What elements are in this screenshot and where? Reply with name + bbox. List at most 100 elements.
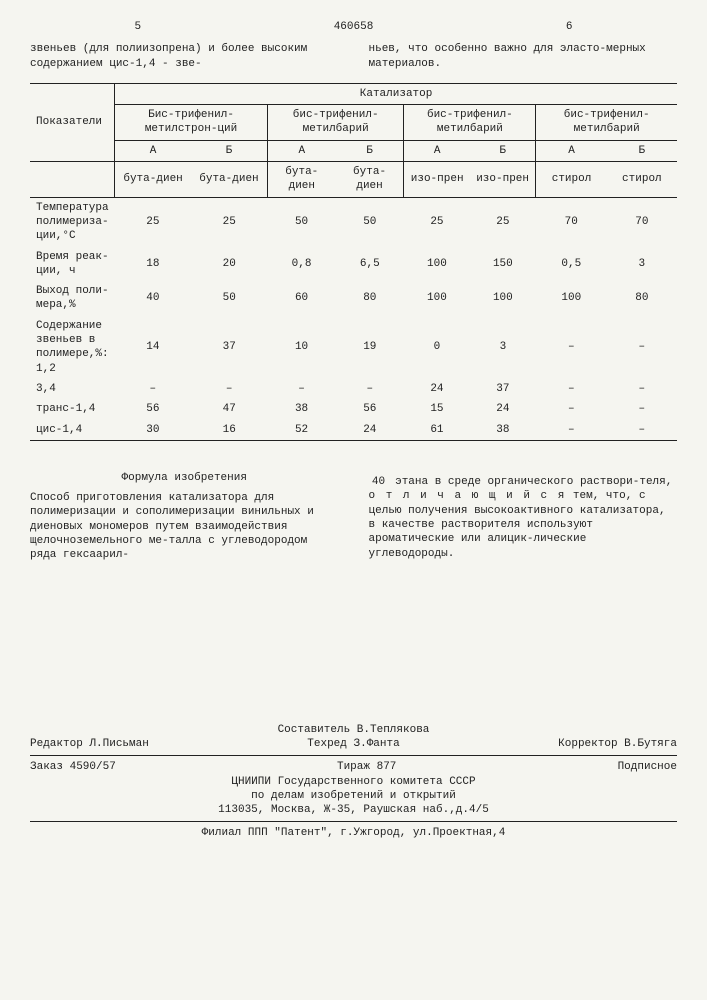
- row-label: Выход поли- мера,%: [30, 281, 115, 316]
- intro-left: звеньев (для полиизопрена) и более высок…: [30, 42, 339, 71]
- data-cell: 3: [607, 247, 677, 282]
- formula-left-col: Формула изобретения Способ приготовления…: [30, 461, 339, 563]
- data-cell: 18: [115, 247, 191, 282]
- data-cell: 25: [470, 197, 536, 246]
- sub-header: Б: [336, 140, 404, 161]
- data-cell: 70: [607, 197, 677, 246]
- data-cell: 10: [267, 316, 335, 379]
- data-cell: 100: [404, 281, 470, 316]
- data-cell: 40: [115, 281, 191, 316]
- line-number-40: 40: [369, 475, 389, 489]
- table-row: Выход поли- мера,%4050608010010010080: [30, 281, 677, 316]
- data-cell: 56: [336, 399, 404, 419]
- formula-left-text: Способ приготовления катализатора для по…: [30, 492, 314, 561]
- monomer-cell: изо-прен: [404, 162, 470, 198]
- data-cell: –: [607, 399, 677, 419]
- data-cell: 0: [404, 316, 470, 379]
- data-cell: 100: [536, 281, 607, 316]
- sub-header: А: [267, 140, 335, 161]
- catalyst-group-0: Бис-трифенил-метилстрон-ций: [115, 105, 268, 141]
- monomer-cell: стирол: [536, 162, 607, 198]
- data-cell: 150: [470, 247, 536, 282]
- filial: Филиал ППП "Патент", г.Ужгород, ул.Проек…: [30, 826, 677, 840]
- sub-header: А: [115, 140, 191, 161]
- catalyst-group-2: бис-трифенил-метилбарий: [404, 105, 536, 141]
- sub-header: А: [536, 140, 607, 161]
- footer: Составитель В.Теплякова Редактор Л.Письм…: [30, 723, 677, 841]
- data-cell: 37: [191, 316, 267, 379]
- sub-header: Б: [191, 140, 267, 161]
- indicators-header: Показатели: [30, 83, 115, 161]
- row-label: 3,4: [30, 379, 115, 399]
- data-cell: 80: [336, 281, 404, 316]
- monomer-cell: бута-диен: [336, 162, 404, 198]
- catalyst-group-1: бис-трифенил-метилбарий: [267, 105, 404, 141]
- data-cell: 14: [115, 316, 191, 379]
- data-cell: 38: [267, 399, 335, 419]
- formula-emphasis: о т л и ч а ю щ и й с я: [369, 490, 567, 502]
- data-cell: 30: [115, 420, 191, 441]
- catalyst-group-3: бис-трифенил-метилбарий: [536, 105, 677, 141]
- intro-text: звеньев (для полиизопрена) и более высок…: [30, 42, 677, 71]
- data-cell: –: [536, 316, 607, 379]
- data-cell: 80: [607, 281, 677, 316]
- data-cell: –: [607, 379, 677, 399]
- table-row: Содержание звеньев в полимере,%: 1,21437…: [30, 316, 677, 379]
- org-address: 113035, Москва, Ж-35, Раушская наб.,д.4/…: [30, 803, 677, 817]
- catalyst-names-row: Бис-трифенил-метилстрон-цийбис-трифенил-…: [30, 105, 677, 141]
- data-cell: 6,5: [336, 247, 404, 282]
- data-cell: 50: [336, 197, 404, 246]
- compiler: Составитель В.Теплякова: [30, 723, 677, 737]
- monomer-cell: стирол: [607, 162, 677, 198]
- data-cell: 19: [336, 316, 404, 379]
- data-cell: 38: [470, 420, 536, 441]
- formula-title: Формула изобретения: [30, 471, 339, 485]
- tirazh: Тираж 877: [337, 760, 396, 774]
- data-cell: 60: [267, 281, 335, 316]
- data-cell: 52: [267, 420, 335, 441]
- monomer-cell: изо-прен: [470, 162, 536, 198]
- data-cell: 25: [115, 197, 191, 246]
- data-cell: 24: [404, 379, 470, 399]
- row-label: транс-1,4: [30, 399, 115, 419]
- data-cell: 50: [267, 197, 335, 246]
- data-cell: –: [607, 420, 677, 441]
- sub-header: Б: [607, 140, 677, 161]
- table-row: 3,4––––2437––: [30, 379, 677, 399]
- data-cell: –: [536, 379, 607, 399]
- data-cell: 24: [470, 399, 536, 419]
- page-header: 5 460658 6: [30, 20, 677, 34]
- monomer-row: бута-диенбута-диенбута-диенбута-диенизо-…: [30, 162, 677, 198]
- data-cell: 100: [404, 247, 470, 282]
- sub-header: Б: [470, 140, 536, 161]
- formula-right-a: этана в среде органического раствори-тел…: [395, 476, 672, 488]
- data-cell: 47: [191, 399, 267, 419]
- row-label: Содержание звеньев в полимере,%: 1,2: [30, 316, 115, 379]
- patent-number: 460658: [246, 20, 462, 34]
- data-cell: 0,8: [267, 247, 335, 282]
- data-cell: 100: [470, 281, 536, 316]
- data-cell: –: [267, 379, 335, 399]
- table-row: транс-1,4564738561524––: [30, 399, 677, 419]
- data-cell: 50: [191, 281, 267, 316]
- intro-right: ньев, что особенно важно для эласто-мерн…: [369, 42, 678, 71]
- data-cell: –: [191, 379, 267, 399]
- data-cell: 24: [336, 420, 404, 441]
- data-cell: 37: [470, 379, 536, 399]
- data-cell: 0,5: [536, 247, 607, 282]
- formula-right-col: 40 этана в среде органического раствори-…: [369, 461, 678, 563]
- formula-section: Формула изобретения Способ приготовления…: [30, 461, 677, 563]
- data-cell: 70: [536, 197, 607, 246]
- row-label: Температура полимериза- ции,°С: [30, 197, 115, 246]
- table-row: цис-1,4301652246138––: [30, 420, 677, 441]
- podpisnoe: Подписное: [618, 760, 677, 774]
- org-name-1: ЦНИИПИ Государственного комитета СССР: [30, 775, 677, 789]
- corrector: Корректор В.Бутяга: [558, 737, 677, 751]
- data-cell: 25: [191, 197, 267, 246]
- ab-row: АБАБАБАБ: [30, 140, 677, 161]
- data-cell: –: [607, 316, 677, 379]
- data-cell: 15: [404, 399, 470, 419]
- data-cell: –: [115, 379, 191, 399]
- data-cell: 20: [191, 247, 267, 282]
- data-table: Показатели Катализатор Бис-трифенил-мети…: [30, 83, 677, 441]
